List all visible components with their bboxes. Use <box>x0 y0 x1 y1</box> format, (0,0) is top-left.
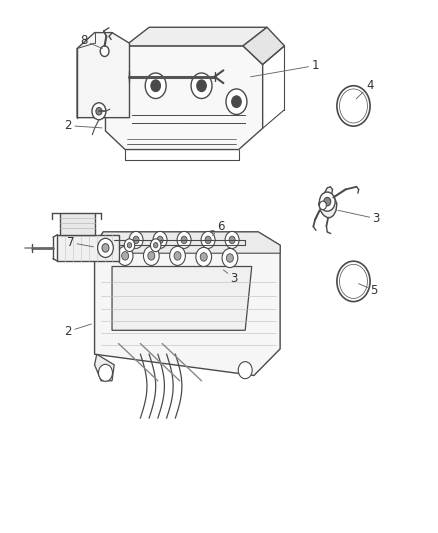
Circle shape <box>342 92 365 120</box>
Circle shape <box>337 261 370 302</box>
Circle shape <box>226 89 247 115</box>
Text: 3: 3 <box>223 270 238 285</box>
Circle shape <box>319 201 326 209</box>
Circle shape <box>151 80 160 92</box>
Circle shape <box>124 239 135 252</box>
Circle shape <box>170 246 185 265</box>
Circle shape <box>205 236 211 244</box>
Polygon shape <box>243 27 285 64</box>
Circle shape <box>225 231 239 248</box>
Polygon shape <box>77 33 130 118</box>
Polygon shape <box>60 213 95 235</box>
Circle shape <box>133 236 139 244</box>
Text: 5: 5 <box>359 284 378 297</box>
Text: 8: 8 <box>80 34 102 49</box>
Circle shape <box>337 86 370 126</box>
Circle shape <box>150 239 161 252</box>
Polygon shape <box>95 354 114 381</box>
Circle shape <box>174 252 181 260</box>
Circle shape <box>98 238 113 257</box>
Text: 3: 3 <box>338 211 380 225</box>
Circle shape <box>144 246 159 265</box>
Circle shape <box>153 243 158 248</box>
Text: 2: 2 <box>65 324 92 338</box>
Circle shape <box>96 108 102 115</box>
Text: 6: 6 <box>212 220 225 236</box>
Circle shape <box>153 231 167 248</box>
Circle shape <box>229 236 235 244</box>
Circle shape <box>129 231 143 248</box>
Circle shape <box>232 96 241 108</box>
Text: 2: 2 <box>65 119 102 132</box>
Polygon shape <box>95 232 280 375</box>
Polygon shape <box>106 46 263 150</box>
Circle shape <box>339 264 367 298</box>
Text: 4: 4 <box>356 79 373 99</box>
Circle shape <box>181 236 187 244</box>
Circle shape <box>342 268 365 295</box>
Circle shape <box>222 248 238 268</box>
Circle shape <box>145 73 166 99</box>
Circle shape <box>349 101 358 111</box>
Circle shape <box>210 235 215 240</box>
Text: 7: 7 <box>67 236 93 249</box>
Polygon shape <box>57 235 119 261</box>
Circle shape <box>100 46 109 56</box>
Circle shape <box>102 244 109 252</box>
Circle shape <box>200 253 207 261</box>
Circle shape <box>339 89 367 123</box>
Circle shape <box>157 236 163 244</box>
Polygon shape <box>318 187 337 217</box>
Circle shape <box>226 254 233 262</box>
Circle shape <box>177 231 191 248</box>
Circle shape <box>117 246 133 265</box>
Circle shape <box>201 231 215 248</box>
Circle shape <box>92 103 106 120</box>
Circle shape <box>127 243 132 248</box>
Polygon shape <box>125 27 267 46</box>
Circle shape <box>319 192 335 211</box>
Circle shape <box>196 247 212 266</box>
Polygon shape <box>95 232 280 253</box>
Circle shape <box>238 362 252 378</box>
Polygon shape <box>112 266 252 330</box>
Circle shape <box>349 276 358 287</box>
Text: 1: 1 <box>251 59 319 77</box>
Circle shape <box>99 365 113 381</box>
Circle shape <box>122 252 129 260</box>
Circle shape <box>324 197 331 206</box>
Circle shape <box>148 252 155 260</box>
Circle shape <box>197 80 206 92</box>
Circle shape <box>207 231 218 244</box>
Circle shape <box>191 73 212 99</box>
